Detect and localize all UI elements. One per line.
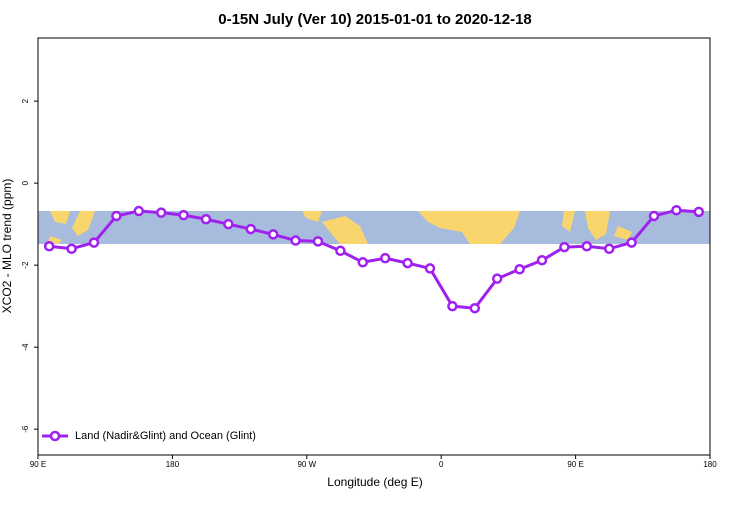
- point: [155, 207, 167, 218]
- point: [424, 263, 436, 274]
- y-tick-label: 0: [21, 180, 30, 185]
- point: [402, 257, 413, 269]
- point: [43, 241, 55, 252]
- x-tick-label: 90 E: [30, 460, 46, 469]
- point: [469, 302, 481, 314]
- point: [245, 223, 257, 235]
- x-tick-label: 0: [439, 460, 444, 469]
- point: [88, 237, 100, 248]
- plot-frame: [37, 37, 711, 456]
- point: [66, 243, 77, 255]
- point: [671, 204, 682, 216]
- y-tick-label: -6: [21, 425, 30, 433]
- point: [693, 206, 705, 218]
- map-band: [38, 211, 710, 244]
- x-axis-label: Longitude (deg E): [327, 475, 422, 489]
- point: [312, 236, 324, 247]
- point: [290, 235, 301, 246]
- point: [178, 209, 189, 221]
- point: [536, 254, 548, 266]
- point: [648, 210, 660, 222]
- x-tick-label: 90 W: [297, 460, 316, 469]
- point: [133, 205, 145, 217]
- point: [559, 241, 570, 253]
- point: [514, 264, 525, 275]
- point: [335, 245, 346, 257]
- point: [491, 273, 503, 284]
- point: [603, 243, 615, 255]
- y-tick-label: 2: [21, 98, 30, 103]
- y-tick-label: -2: [21, 261, 30, 269]
- point: [267, 229, 279, 240]
- legend-label: Land (Nadir&Glint) and Ocean (Glint): [75, 430, 256, 442]
- chart-title: 0-15N July (Ver 10) 2015-01-01 to 2020-1…: [218, 11, 532, 28]
- point: [223, 218, 234, 230]
- x-tick-label: 180: [703, 460, 717, 469]
- point: [581, 241, 593, 252]
- point: [379, 252, 391, 264]
- point: [357, 257, 369, 268]
- y-axis-label: XCO2 - MLO trend (ppm): [0, 179, 14, 314]
- point: [447, 300, 458, 312]
- point: [111, 210, 122, 222]
- y-tick-label: -4: [21, 343, 30, 351]
- legend-marker: [49, 430, 61, 442]
- x-tick-label: 180: [166, 460, 180, 469]
- point: [200, 213, 212, 225]
- point: [626, 237, 637, 248]
- x-tick-label: 90 E: [567, 460, 583, 469]
